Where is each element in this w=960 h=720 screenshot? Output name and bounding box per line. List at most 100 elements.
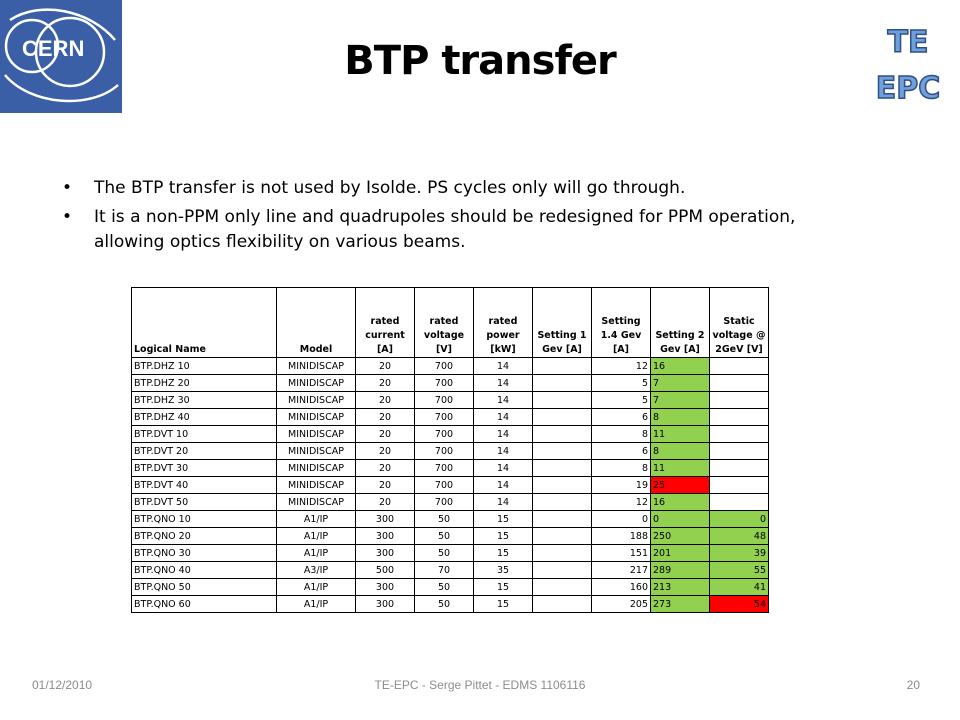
cell-setting-1-4gev: 6 (591, 408, 651, 426)
cell-model: MINIDISCAP (276, 374, 356, 392)
cell-setting-2gev: 0 (650, 510, 710, 528)
cell-rated-power: 15 (473, 595, 533, 613)
cell-rated-current: 20 (355, 374, 415, 392)
cell-setting-1-4gev: 188 (591, 527, 651, 545)
cell-rated-power: 14 (473, 425, 533, 443)
cell-setting-2gev: 8 (650, 408, 710, 426)
cell-static-voltage (709, 391, 769, 409)
cell-rated-voltage: 700 (414, 476, 474, 494)
cell-setting-1gev (532, 544, 592, 562)
cell-rated-voltage: 700 (414, 408, 474, 426)
epc-logo-text: EPC (876, 71, 941, 106)
header-logical-name: Logical Name (131, 287, 277, 358)
cell-model: MINIDISCAP (276, 476, 356, 494)
cell-static-voltage (709, 493, 769, 511)
cell-setting-1-4gev: 217 (591, 561, 651, 579)
cell-setting-2gev: 11 (650, 425, 710, 443)
cell-setting-1gev (532, 595, 592, 613)
cell-setting-1gev (532, 408, 592, 426)
table-row: BTP.DVT 20 MINIDISCAP 20 700 14 6 8 (131, 442, 769, 460)
cell-rated-voltage: 50 (414, 595, 474, 613)
cell-rated-power: 14 (473, 408, 533, 426)
cell-static-voltage (709, 357, 769, 375)
cell-logical-name: BTP.DVT 10 (131, 425, 277, 443)
cell-setting-1gev (532, 442, 592, 460)
cell-setting-1gev (532, 374, 592, 392)
table-row: BTP.DHZ 20 MINIDISCAP 20 700 14 5 7 (131, 374, 769, 392)
cell-logical-name: BTP.DVT 30 (131, 459, 277, 477)
header-setting-2gev: Setting 2 Gev [A] (650, 287, 710, 358)
table-body: BTP.DHZ 10 MINIDISCAP 20 700 14 12 16 BTP.DHZ 2… (131, 357, 769, 613)
bullet-item: The BTP transfer is not used by Isolde. … (62, 176, 842, 201)
cell-model: A1/IP (276, 595, 356, 613)
cell-logical-name: BTP.DHZ 40 (131, 408, 277, 426)
cell-logical-name: BTP.DHZ 20 (131, 374, 277, 392)
cell-rated-current: 300 (355, 578, 415, 596)
cell-rated-voltage: 700 (414, 442, 474, 460)
cell-setting-2gev: 213 (650, 578, 710, 596)
cell-static-voltage: 0 (709, 510, 769, 528)
te-epc-logo: TE EPC (868, 18, 948, 108)
table-row: BTP.DHZ 30 MINIDISCAP 20 700 14 5 7 (131, 391, 769, 409)
slide-title: BTP transfer (344, 38, 616, 84)
cell-rated-current: 500 (355, 561, 415, 579)
cell-setting-2gev: 7 (650, 391, 710, 409)
cell-logical-name: BTP.QNO 20 (131, 527, 277, 545)
cell-setting-1gev (532, 357, 592, 375)
header-rated-current: rated current [A] (355, 287, 415, 358)
cell-rated-voltage: 700 (414, 374, 474, 392)
cell-model: MINIDISCAP (276, 493, 356, 511)
btp-magnet-table: Logical Name Model rated current [A] rat… (131, 287, 769, 613)
cell-model: A3/IP (276, 561, 356, 579)
cell-setting-2gev: 8 (650, 442, 710, 460)
bullet-list: The BTP transfer is not used by Isolde. … (62, 176, 842, 259)
cell-logical-name: BTP.QNO 50 (131, 578, 277, 596)
cell-model: A1/IP (276, 544, 356, 562)
cell-setting-1-4gev: 12 (591, 357, 651, 375)
cell-rated-power: 15 (473, 510, 533, 528)
cell-setting-2gev: 16 (650, 357, 710, 375)
cell-static-voltage: 39 (709, 544, 769, 562)
cell-static-voltage (709, 442, 769, 460)
cell-rated-voltage: 700 (414, 459, 474, 477)
cell-rated-voltage: 700 (414, 391, 474, 409)
cell-model: MINIDISCAP (276, 442, 356, 460)
cell-static-voltage (709, 476, 769, 494)
cell-rated-power: 14 (473, 476, 533, 494)
cell-rated-current: 20 (355, 442, 415, 460)
table-row: BTP.QNO 10 A1/IP 300 50 15 0 0 0 (131, 510, 769, 528)
te-logo-text: TE (888, 25, 929, 60)
table-row: BTP.QNO 50 A1/IP 300 50 15 160 213 41 (131, 578, 769, 596)
table-row: BTP.DVT 30 MINIDISCAP 20 700 14 8 11 (131, 459, 769, 477)
header-model: Model (276, 287, 356, 358)
cell-rated-power: 35 (473, 561, 533, 579)
cell-rated-current: 300 (355, 544, 415, 562)
cell-setting-1-4gev: 5 (591, 374, 651, 392)
header-rated-voltage: rated voltage [V] (414, 287, 474, 358)
cell-rated-current: 20 (355, 357, 415, 375)
cell-setting-2gev: 289 (650, 561, 710, 579)
header-setting-1gev: Setting 1 Gev [A] (532, 287, 592, 358)
cell-setting-2gev: 250 (650, 527, 710, 545)
table-row: BTP.DVT 10 MINIDISCAP 20 700 14 8 11 (131, 425, 769, 443)
table-row: BTP.DVT 50 MINIDISCAP 20 700 14 12 16 (131, 493, 769, 511)
cell-logical-name: BTP.DHZ 10 (131, 357, 277, 375)
cern-logo-graphic: CERN (4, 8, 119, 103)
cell-setting-1gev (532, 425, 592, 443)
cell-setting-1gev (532, 561, 592, 579)
cell-logical-name: BTP.DVT 50 (131, 493, 277, 511)
cell-static-voltage: 41 (709, 578, 769, 596)
cell-logical-name: BTP.DHZ 30 (131, 391, 277, 409)
cell-model: MINIDISCAP (276, 391, 356, 409)
cell-setting-2gev: 25 (650, 476, 710, 494)
cell-setting-1-4gev: 151 (591, 544, 651, 562)
cell-rated-voltage: 700 (414, 357, 474, 375)
cell-rated-voltage: 700 (414, 425, 474, 443)
cell-model: A1/IP (276, 510, 356, 528)
table-row: BTP.QNO 60 A1/IP 300 50 15 205 273 54 (131, 595, 769, 613)
table-row: BTP.QNO 20 A1/IP 300 50 15 188 250 48 (131, 527, 769, 545)
cell-rated-power: 14 (473, 493, 533, 511)
cell-setting-2gev: 7 (650, 374, 710, 392)
cell-setting-1gev (532, 459, 592, 477)
cell-setting-1-4gev: 8 (591, 425, 651, 443)
